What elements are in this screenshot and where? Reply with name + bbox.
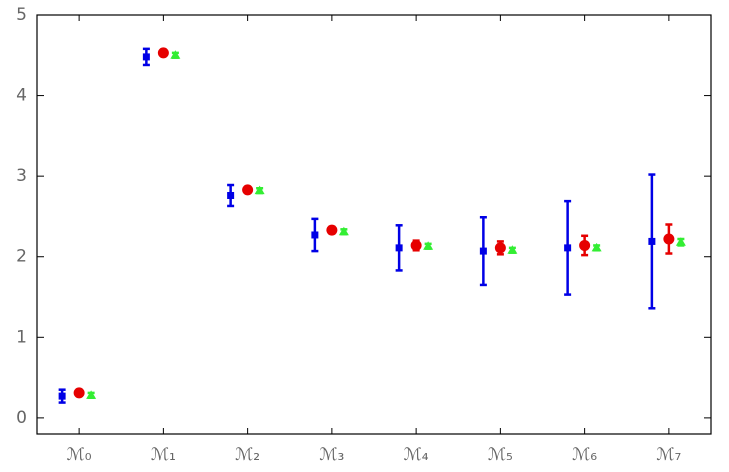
marker: [157, 47, 169, 59]
y-tick-label: 5: [16, 5, 27, 25]
marker: [254, 185, 265, 195]
marker: [663, 233, 675, 245]
x-tick-label: ℳ₃: [319, 445, 344, 465]
marker: [242, 184, 254, 196]
marker: [564, 244, 572, 252]
marker: [395, 244, 403, 252]
x-tick-label: ℳ₄: [404, 445, 429, 465]
y-tick-label: 3: [16, 166, 27, 186]
marker: [591, 242, 602, 252]
marker: [170, 50, 181, 59]
marker: [58, 392, 66, 400]
y-tick-label: 2: [16, 247, 27, 267]
marker: [423, 241, 434, 250]
plot-frame: [36, 14, 712, 435]
x-tick-label: ℳ₅: [488, 445, 513, 465]
marker: [479, 247, 487, 255]
marker: [338, 226, 349, 236]
y-tick-label: 1: [16, 327, 27, 347]
marker: [648, 237, 656, 245]
y-tick-label: 0: [16, 408, 27, 428]
x-tick-label: ℳ₂: [235, 445, 260, 465]
x-tick-label: ℳ₇: [656, 445, 681, 465]
marker: [507, 245, 518, 254]
marker: [579, 239, 591, 251]
marker: [494, 242, 506, 254]
x-tick-label: ℳ₀: [67, 445, 92, 465]
x-tick-label: ℳ₁: [151, 445, 176, 465]
marker: [311, 231, 319, 239]
marker: [410, 239, 422, 251]
marker: [326, 224, 338, 236]
y-tick-label: 4: [16, 86, 27, 106]
marker: [73, 387, 85, 399]
marker: [227, 191, 235, 199]
marker: [142, 53, 150, 61]
x-tick-label: ℳ₆: [572, 445, 597, 465]
marker: [86, 390, 97, 399]
marker: [675, 237, 686, 246]
